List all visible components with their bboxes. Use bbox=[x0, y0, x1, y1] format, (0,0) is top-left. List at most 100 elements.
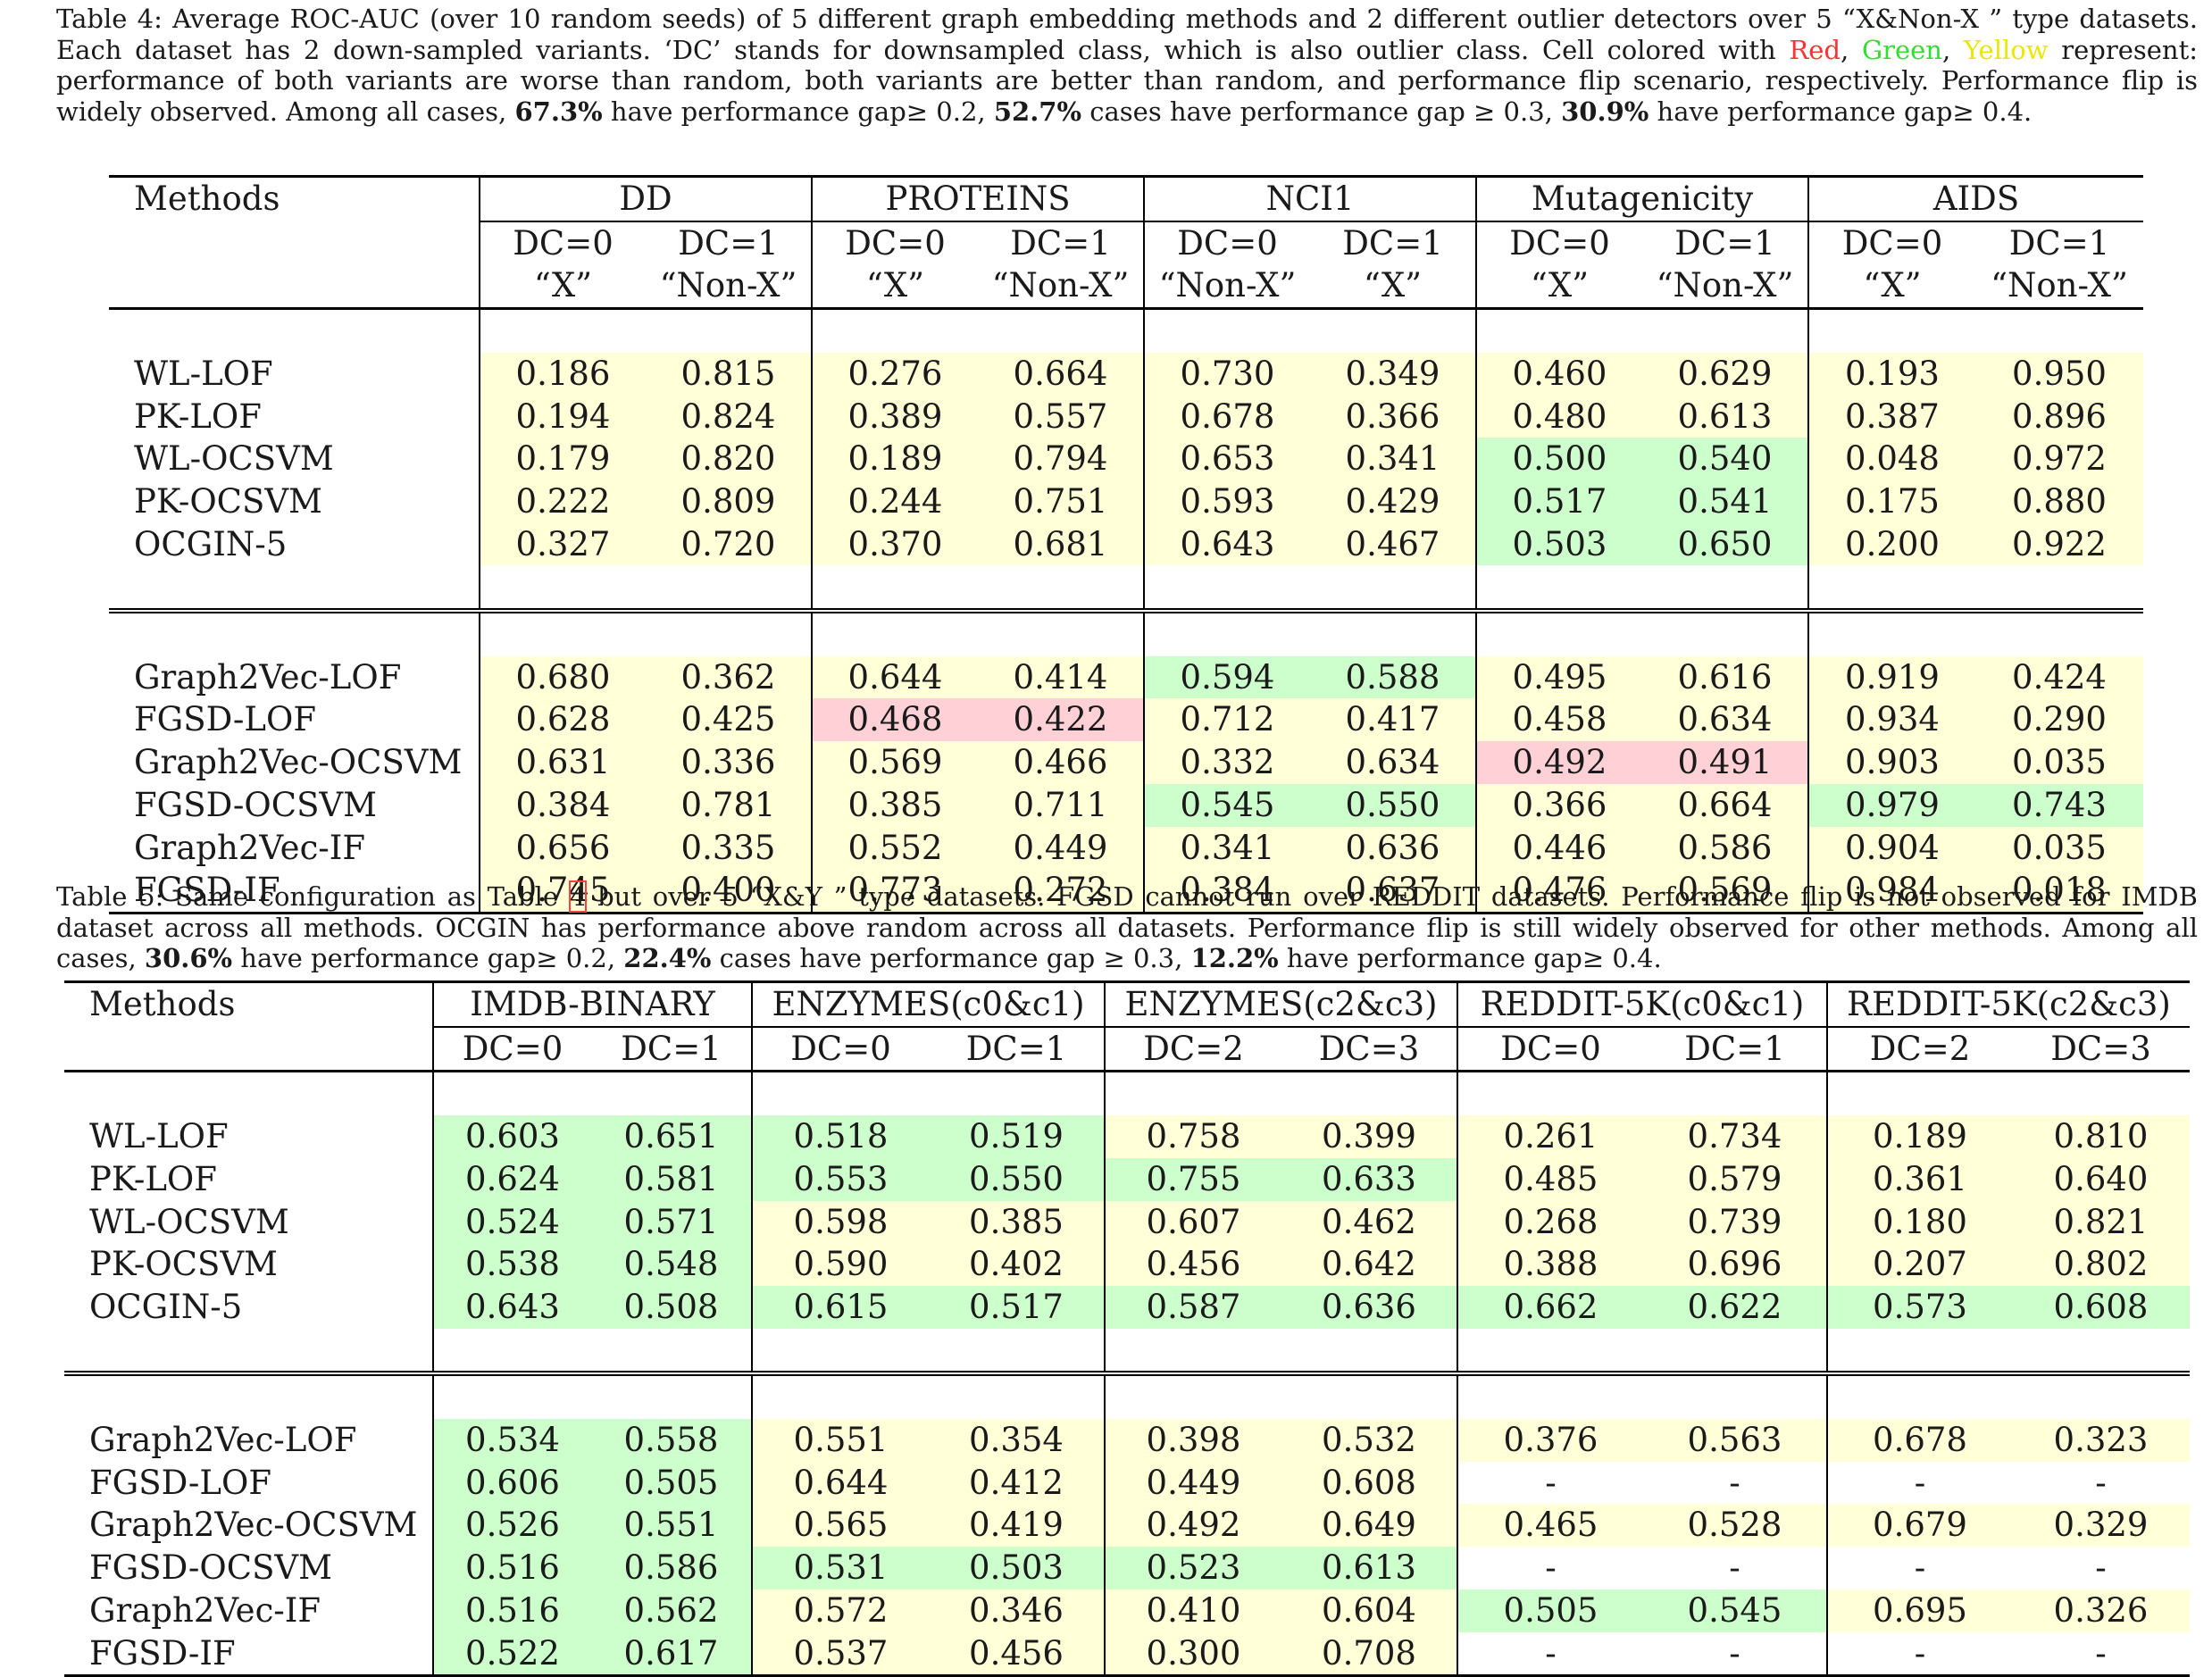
table-row: OCGIN-5 0.643 0.508 0.615 0.517 0.587 0.636 0.6… bbox=[64, 1285, 2190, 1329]
caption-text: have performance gap≥ 0.2, bbox=[232, 943, 624, 973]
value-cell: 0.739 bbox=[1643, 1200, 1827, 1244]
value-cell: 0.581 bbox=[591, 1157, 752, 1201]
methods-header: Methods bbox=[64, 980, 433, 1072]
value-cell: 0.593 bbox=[1143, 480, 1310, 523]
value-cell: 0.972 bbox=[1975, 438, 2144, 480]
value-cell: 0.492 bbox=[1104, 1504, 1281, 1548]
value-cell: 0.634 bbox=[1642, 698, 1808, 742]
method-name: FGSD-LOF bbox=[134, 700, 317, 739]
value-cell: 0.460 bbox=[1475, 352, 1642, 396]
value-cell: 0.640 bbox=[2012, 1157, 2190, 1201]
separator-cell bbox=[929, 1371, 1105, 1419]
value-cell: 0.323 bbox=[2012, 1418, 2190, 1462]
value-cell: 0.189 bbox=[811, 438, 978, 480]
value-cell: 0.035 bbox=[1975, 741, 2144, 784]
dc-header: DC=0 bbox=[1475, 221, 1642, 265]
value-cell: 0.637 bbox=[1310, 869, 1476, 914]
value-cell: - bbox=[2012, 1631, 2190, 1677]
red-legend: Red bbox=[1789, 34, 1841, 65]
value-cell: 0.200 bbox=[1807, 522, 1975, 566]
separator-cell bbox=[1475, 608, 1642, 656]
value-cell: 0.385 bbox=[929, 1200, 1105, 1244]
value-cell: 0.517 bbox=[1475, 480, 1642, 523]
group-separator bbox=[64, 1371, 2190, 1419]
method-name: Graph2Vec-IF bbox=[89, 1590, 321, 1630]
table-row: PK-OCSVM 0.222 0.809 0.244 0.751 0.593 0.429 0.… bbox=[109, 480, 2144, 523]
value-cell: 0.222 bbox=[479, 480, 646, 523]
value-cell: 0.642 bbox=[1281, 1243, 1457, 1286]
caption-text: , bbox=[1841, 34, 1862, 65]
dc-header: DC=1 bbox=[1010, 223, 1111, 263]
separator-cell bbox=[1475, 307, 1642, 353]
separator-cell bbox=[1975, 307, 2144, 353]
value-cell: 0.650 bbox=[1642, 522, 1808, 566]
table-row: FGSD-OCSVM 0.516 0.586 0.531 0.503 0.523 0.613… bbox=[64, 1547, 2190, 1589]
value-cell: 0.656 bbox=[479, 826, 646, 870]
value-cell: 0.346 bbox=[929, 1589, 1105, 1632]
value-cell: 0.896 bbox=[1975, 395, 2144, 438]
value-cell: 0.743 bbox=[1975, 783, 2144, 827]
methods-header: Methods bbox=[109, 174, 480, 309]
value-cell: 0.548 bbox=[591, 1243, 752, 1286]
method-name: FGSD-IF bbox=[109, 869, 480, 914]
value-cell: 0.175 bbox=[1807, 480, 1975, 523]
value-cell: 0.653 bbox=[1143, 438, 1310, 480]
value-cell: 0.540 bbox=[1642, 438, 1808, 480]
value-cell: 0.186 bbox=[479, 352, 646, 396]
value-cell: 0.456 bbox=[929, 1631, 1105, 1677]
value-cell: 0.636 bbox=[1310, 826, 1476, 870]
separator-cell bbox=[432, 1371, 591, 1419]
table-row: FGSD-IF 0.522 0.617 0.537 0.456 0.300 0.708- - -… bbox=[64, 1631, 2190, 1677]
separator-cell bbox=[1143, 608, 1310, 656]
value-cell: 0.505 bbox=[591, 1461, 752, 1505]
value-cell: 0.695 bbox=[1826, 1589, 2012, 1632]
caption-text: Average ROC-AUC (over 10 random seeds) o… bbox=[56, 4, 2198, 65]
value-cell: - bbox=[2012, 1547, 2190, 1589]
separator-cell bbox=[1642, 608, 1808, 656]
dc-header: DC=0 bbox=[1807, 221, 1975, 265]
method-name: PK-LOF bbox=[89, 1159, 217, 1198]
dc-header: DC=2 bbox=[1826, 1026, 2012, 1072]
value-cell: 0.018 bbox=[1975, 869, 2144, 914]
value-cell: 0.035 bbox=[1975, 826, 2144, 870]
dataset-header: REDDIT-5K(c0&c1) bbox=[1457, 980, 1827, 1028]
dc-header: DC=1 bbox=[1684, 1029, 1785, 1068]
separator-cell bbox=[811, 307, 978, 353]
method-name: FGSD-LOF bbox=[89, 1463, 272, 1502]
dc-header: DC=1 bbox=[965, 1029, 1067, 1068]
method-name: OCGIN-5 bbox=[89, 1287, 243, 1326]
value-cell: 0.456 bbox=[1104, 1243, 1281, 1286]
value-cell: - bbox=[1457, 1547, 1643, 1589]
separator-cell bbox=[646, 608, 812, 656]
value-cell: 0.794 bbox=[978, 438, 1144, 480]
dc-header: DC=0 bbox=[811, 221, 978, 265]
value-cell: 0.922 bbox=[1975, 522, 2144, 566]
value-cell: 0.272 bbox=[978, 869, 1144, 914]
value-cell: 0.526 bbox=[432, 1504, 591, 1548]
dc-header: DC=1 bbox=[678, 223, 779, 263]
group-separator bbox=[109, 307, 2144, 353]
value-cell: 0.376 bbox=[1457, 1418, 1643, 1462]
value-cell: 0.362 bbox=[646, 655, 812, 699]
table-row: Graph2Vec-LOF 0.534 0.558 0.551 0.354 0.398 0.… bbox=[64, 1418, 2190, 1462]
method-name: Graph2Vec-OCSVM bbox=[89, 1506, 418, 1545]
value-cell: 0.290 bbox=[1975, 698, 2144, 742]
value-cell: 0.573 bbox=[1826, 1285, 2012, 1329]
value-cell: 0.617 bbox=[591, 1631, 752, 1677]
value-cell: 0.193 bbox=[1807, 352, 1975, 396]
separator-cell bbox=[2012, 1371, 2190, 1419]
value-cell: 0.680 bbox=[479, 655, 646, 699]
separator-cell bbox=[1457, 1371, 1643, 1419]
value-cell: 0.571 bbox=[591, 1200, 752, 1244]
caption-text: cases have performance gap ≥ 0.3, bbox=[711, 943, 1191, 973]
yellow-legend: Yellow bbox=[1963, 34, 2049, 65]
dataset-header: DD bbox=[479, 174, 812, 222]
type-header: “Non-X” bbox=[1656, 266, 1794, 305]
caption-text: have performance gap≥ 0.2, bbox=[602, 96, 994, 127]
value-cell: 0.400 bbox=[646, 869, 812, 914]
table-ref-link[interactable]: 4 bbox=[568, 880, 588, 913]
value-cell: 0.517 bbox=[929, 1285, 1105, 1329]
dataset-header: IMDB-BINARY bbox=[432, 980, 752, 1028]
value-cell: 0.516 bbox=[432, 1547, 591, 1589]
value-cell: 0.569 bbox=[1642, 869, 1808, 914]
